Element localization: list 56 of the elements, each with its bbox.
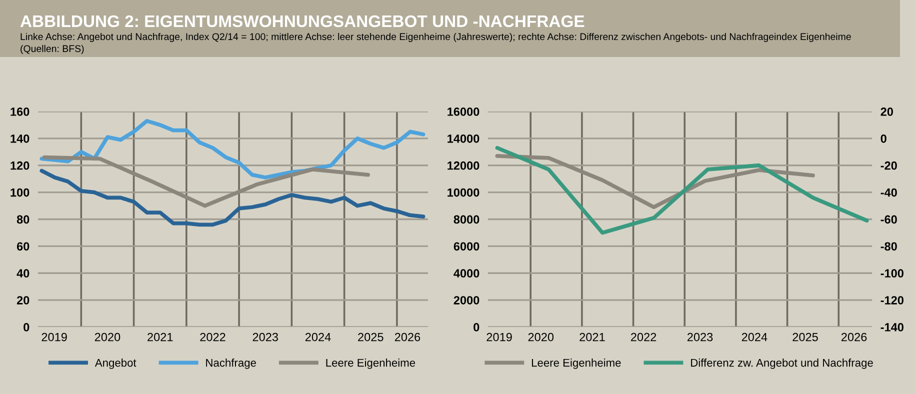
y-tick-label: 100 <box>10 188 30 197</box>
y2-tick-label: 0 <box>880 134 886 143</box>
y2-tick-label: -100 <box>880 269 904 278</box>
line-series <box>495 154 815 210</box>
y-tick-label: 60 <box>16 242 30 251</box>
y-tick-label: 14000 <box>448 134 480 143</box>
legend-label: Leere Eigenheime <box>326 358 416 369</box>
legend-label: Leere Eigenheime <box>532 358 621 369</box>
y-tick-label: 20 <box>16 296 30 304</box>
x-tick-label: 2025 <box>358 332 384 342</box>
y2-tick-label: -120 <box>880 296 904 304</box>
x-tick-label: 2025 <box>792 332 818 342</box>
chart-title: ABBILDUNG 2: EIGENTUMSWOHNUNGSANGEBOT UND -NACHFRAGE <box>20 15 584 28</box>
line-series <box>42 155 370 208</box>
y-tick-label: 0 <box>474 323 480 332</box>
x-tick-label: 2022 <box>200 332 226 342</box>
x-tick-label: 2020 <box>528 332 554 342</box>
y2-tick-label: 20 <box>880 108 893 116</box>
y2-tick-label: -20 <box>880 161 897 170</box>
y-tick-label: 12000 <box>448 161 480 170</box>
y-tick-label: 120 <box>10 161 30 170</box>
x-tick-label: 2019 <box>486 332 512 342</box>
line-series <box>40 118 426 180</box>
y-tick-label: 80 <box>16 215 30 224</box>
y-tick-label: 4000 <box>454 269 480 278</box>
text: (Quellen: BFS) <box>20 44 84 54</box>
x-tick-label: 2022 <box>631 332 656 342</box>
x-tick-label: 2026 <box>841 332 867 342</box>
y-tick-label: 0 <box>24 323 30 332</box>
x-tick-label: 2024 <box>305 332 331 342</box>
line-series <box>495 146 869 235</box>
x-tick-label: 2023 <box>252 332 278 342</box>
y-tick-label: 160 <box>10 108 30 116</box>
line-series <box>40 168 426 227</box>
x-tick-label: 2024 <box>742 332 768 342</box>
x-tick-label: 2019 <box>42 332 67 342</box>
x-tick-label: 2021 <box>580 332 605 342</box>
y-tick-label: 2000 <box>454 296 480 304</box>
legend-label: Angebot <box>94 358 136 369</box>
chart-subtitle: Linke Achse: Angebot und Nachfrage, Index Q2/14 = 100; mittlere Achse: leer stehende Eigenheime (Jahreswerte); rechte Achse: Differenz zwischen Angebots- und Nachfrageindex Eigenheime <box>20 32 851 42</box>
x-tick-label: 2026 <box>394 332 420 342</box>
y-tick-label: 140 <box>10 134 30 143</box>
y2-tick-label: -140 <box>880 323 904 332</box>
y-tick-label: 6000 <box>454 242 480 251</box>
legend-label: Differenz zw. Angebot und Nachfrage <box>691 358 873 369</box>
y-tick-label: 40 <box>16 269 30 278</box>
y2-tick-label: -40 <box>880 188 897 197</box>
x-tick-label: 2020 <box>94 332 120 342</box>
y-tick-label: 16000 <box>448 108 480 116</box>
y-tick-label: 10000 <box>448 188 480 197</box>
x-tick-label: 2021 <box>148 332 173 342</box>
y-tick-label: 8000 <box>454 215 480 224</box>
y2-tick-label: -60 <box>880 215 897 224</box>
legend-label: Nachfrage <box>206 358 256 369</box>
x-tick-label: 2023 <box>687 332 713 342</box>
y2-tick-label: -80 <box>880 242 897 251</box>
